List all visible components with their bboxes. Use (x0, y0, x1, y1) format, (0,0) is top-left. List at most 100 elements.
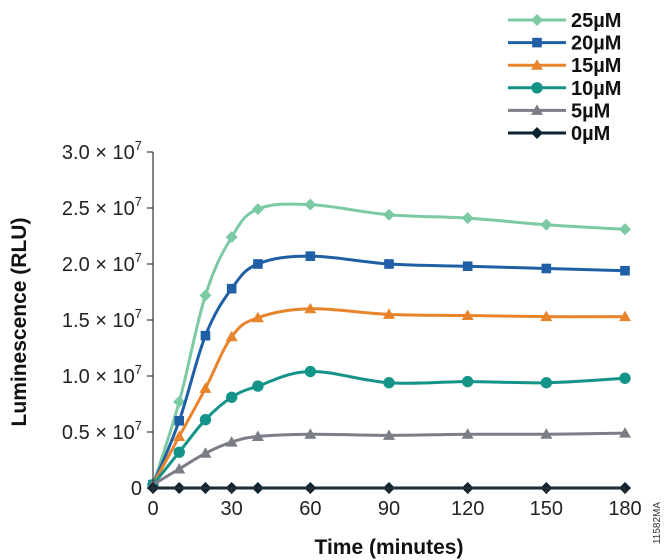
series-line (151, 307, 626, 486)
data-point (531, 59, 543, 70)
data-point (383, 208, 395, 221)
data-point (173, 462, 186, 474)
data-point (384, 259, 394, 269)
data-point (200, 330, 211, 341)
data-point (620, 265, 630, 276)
y-tick-exponent: 7 (135, 138, 142, 153)
data-point (619, 427, 631, 438)
data-point (531, 127, 543, 139)
data-point (531, 104, 543, 115)
x-tick-label: 30 (221, 498, 243, 520)
data-point (383, 308, 395, 319)
data-point (225, 436, 238, 447)
series-15m (147, 302, 631, 490)
series-line (152, 431, 626, 486)
series-line (151, 370, 626, 486)
data-point (461, 375, 474, 388)
y-tick-exponent: 7 (135, 194, 142, 209)
data-point (383, 429, 395, 440)
data-point (225, 231, 238, 244)
y-tick-exponent: 7 (135, 250, 142, 265)
series-layer (147, 198, 631, 494)
data-point (619, 372, 631, 384)
y-tick-label: 2.0 × 107 (62, 250, 142, 276)
data-point (461, 212, 474, 225)
y-tick-exponent: 7 (135, 306, 142, 321)
y-tick-label: 2.5 × 107 (62, 194, 142, 220)
data-point (531, 14, 543, 26)
y-tick-label: 0 (131, 478, 142, 500)
data-point (199, 447, 212, 458)
data-point (251, 203, 264, 216)
data-point (540, 428, 553, 439)
data-point (252, 380, 264, 392)
data-point (199, 413, 212, 426)
data-point (199, 289, 212, 302)
data-point (540, 310, 553, 322)
data-point (173, 395, 186, 408)
data-point (199, 382, 212, 393)
data-point (540, 377, 553, 389)
data-point (541, 263, 552, 274)
data-point (173, 430, 186, 441)
legend-label: 10µM (571, 78, 621, 100)
data-point (305, 251, 316, 261)
series-line (151, 254, 626, 486)
y-tick-mantissa: 1.5 × 10 (62, 310, 135, 332)
x-tick-label: 150 (530, 498, 563, 520)
y-axis-title: Luminescence (RLU) (8, 218, 31, 427)
figure-code-label: 11582MA (652, 502, 663, 544)
legend-label: 15µM (571, 55, 621, 77)
x-ticks: 0 30 60 90 120 150 180 (147, 488, 642, 520)
x-tick-label: 180 (608, 498, 641, 520)
y-tick-mantissa: 0.5 × 10 (62, 422, 135, 444)
x-tick-label: 60 (299, 498, 321, 520)
series-20m (148, 251, 630, 490)
legend-entry: 15µM (508, 55, 621, 77)
x-tick-label: 120 (451, 498, 484, 520)
legend-label: 25µM (571, 10, 621, 32)
data-point (225, 330, 238, 342)
data-point (304, 365, 317, 378)
data-point (251, 430, 264, 441)
legend-entry: 10µM (508, 78, 621, 100)
y-tick-label: 3.0 × 107 (62, 138, 142, 164)
y-tick-label: 1.5 × 107 (62, 306, 142, 332)
data-point (619, 310, 631, 322)
y-tick-mantissa: 2.5 × 10 (62, 198, 135, 220)
data-point (253, 259, 263, 269)
legend-label: 5µM (571, 100, 610, 122)
data-point (383, 377, 395, 389)
y-tick-label: 1.0 × 107 (62, 362, 142, 388)
data-point (226, 283, 237, 294)
data-point (173, 446, 185, 458)
data-point (225, 391, 238, 403)
data-point (251, 311, 264, 323)
data-point (304, 302, 317, 314)
legend-entry: 25µM (508, 10, 621, 32)
data-point (462, 261, 473, 272)
data-point (174, 416, 185, 426)
series-10m (147, 365, 631, 491)
x-axis-title: Time (minutes) (315, 536, 464, 559)
data-point (304, 428, 317, 439)
legend-label: 20µM (571, 33, 621, 55)
legend-entry: 5µM (508, 100, 610, 122)
data-point (461, 309, 474, 321)
x-tick-label: 0 (147, 498, 158, 520)
y-tick-exponent: 7 (135, 418, 142, 433)
legend-entry: 0µM (508, 123, 610, 145)
data-point (619, 223, 631, 236)
x-tick-label: 90 (378, 498, 400, 520)
data-point (531, 82, 543, 94)
y-tick-label: 0.5 × 107 (62, 418, 142, 444)
data-point (461, 428, 474, 439)
data-point (540, 218, 553, 231)
y-tick-mantissa: 3.0 × 10 (62, 142, 135, 164)
y-tick-mantissa: 0 (131, 478, 142, 500)
y-tick-mantissa: 2.0 × 10 (62, 254, 135, 276)
